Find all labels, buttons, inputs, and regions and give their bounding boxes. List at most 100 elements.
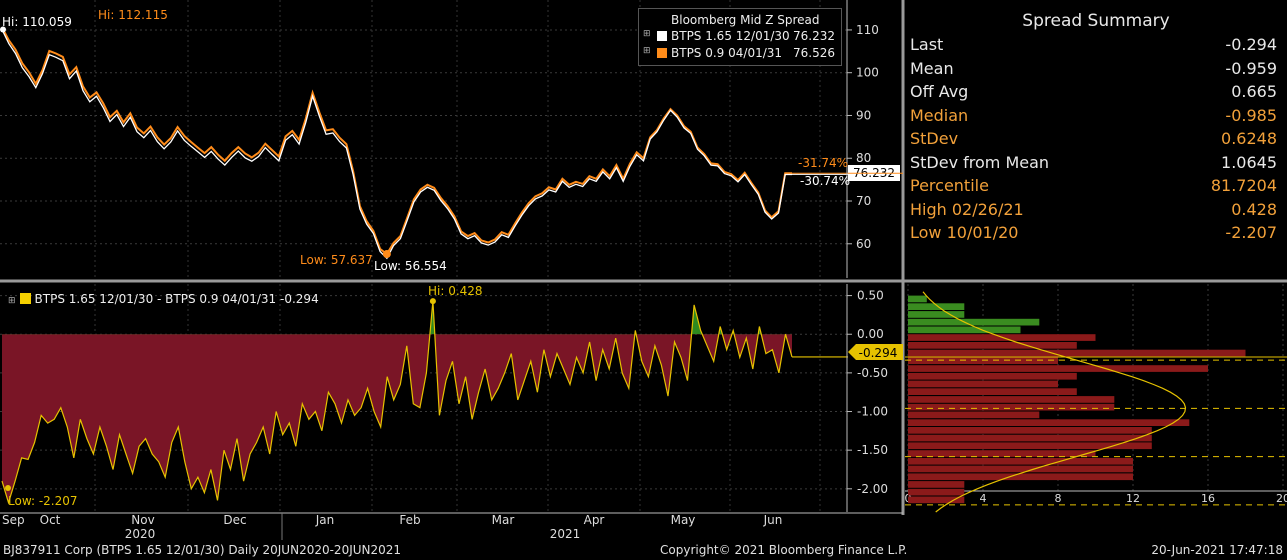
legend-swatch-yellow (19, 293, 31, 304)
hist-x-label: 4 (980, 492, 987, 505)
legend-item-white[interactable]: ⊞ BTPS 1.65 12/01/30 76.232 (643, 29, 839, 44)
y-tick-label: 70 (856, 194, 871, 208)
annotations: Hi: 110.059 Hi: 112.115 Low: 57.637 Low: 56… (0, 8, 903, 508)
bottom-legend[interactable]: ⊞ BTPS 1.65 12/01/30 - BTPS 0.9 04/01/31 … (8, 292, 319, 306)
hist-bar (908, 365, 1208, 372)
summary-row-value: 1.0645 (1221, 152, 1277, 172)
histogram: 048121620 (905, 284, 1287, 513)
hist-x-label: 12 (1126, 492, 1140, 505)
hist-bar (908, 434, 1152, 442)
y-tick-label: 80 (856, 151, 871, 165)
last-tag-bottom-text: -0.294 (859, 346, 898, 360)
x-tick-label: Mar (492, 513, 515, 527)
pct-label-white: -30.74% (800, 174, 850, 188)
summary-row-label: Off Avg (910, 82, 969, 101)
y-tick-label: 90 (856, 108, 871, 122)
summary-row-label: High 02/26/21 (910, 199, 1024, 219)
hist-bar (908, 488, 965, 496)
hist-bar (908, 427, 1152, 434)
summary-row-label: StDev from Mean (910, 152, 1050, 172)
low-marker (382, 250, 391, 259)
expand-icon[interactable]: ⊞ (643, 29, 651, 39)
hist-bar (908, 357, 1058, 365)
spread-lines (1, 26, 848, 260)
hist-bar (908, 380, 1058, 388)
legend-swatch-white (657, 31, 667, 41)
last-tag-bottom: -0.294 (848, 344, 903, 360)
x-year-label: 2020 (125, 527, 156, 541)
y-tick-label: -0.50 (857, 366, 888, 380)
hi-marker (0, 26, 6, 33)
summary-row-label: Low 10/01/20 (910, 223, 1019, 242)
legend-series-name: BTPS 1.65 12/01/30 - BTPS 0.9 04/01/31 (34, 292, 277, 306)
legend-series-name: BTPS 0.9 04/01/31 (671, 46, 783, 60)
hist-bar (908, 303, 965, 310)
x-tick-label: Jun (763, 513, 783, 527)
expand-icon[interactable]: ⊞ (643, 46, 651, 56)
summary-row-label: StDev (910, 129, 959, 148)
expand-icon[interactable]: ⊞ (8, 296, 16, 306)
summary-row: StDev 0.6248 (910, 129, 1277, 152)
hist-bar (908, 326, 1021, 334)
x-tick-label: Oct (40, 513, 61, 527)
x-tick-label: Jan (315, 513, 335, 527)
axes: 60 70 80 90 100 110 0.50 0.00 -0.50 -1.00 -1.50 -2.… (0, 0, 903, 541)
spread-fill-negative (2, 301, 792, 503)
y-tick-label: -1.00 (857, 405, 888, 419)
summary-row: Mean -0.959 (910, 59, 1277, 82)
hist-bar (908, 295, 927, 303)
hist-bar (908, 419, 1190, 426)
x-tick-label: Dec (223, 513, 246, 527)
summary-row-label: Median (910, 105, 969, 125)
x-year-label: 2021 (550, 527, 581, 541)
footer-timestamp: 20-Jun-2021 17:47:18 (1151, 543, 1283, 557)
y-tick-label: 110 (856, 23, 879, 37)
y-tick-label: 60 (856, 237, 871, 251)
low-marker-bottom (5, 485, 11, 491)
summary-row-value: -2.207 (1225, 223, 1277, 242)
summary-row-value: 0.6248 (1221, 129, 1277, 148)
hist-bar (908, 318, 1040, 326)
top-legend-title: Bloomberg Mid Z Spread (671, 13, 820, 27)
summary-row-label: Last (910, 35, 944, 54)
low-label-orange: Low: 57.637 (300, 253, 373, 267)
pct-label-orange: -31.74% (798, 156, 848, 170)
summary-row: Low 10/01/20 -2.207 (910, 223, 1277, 246)
x-tick-label: Feb (399, 513, 420, 527)
summary-row-label: Percentile (910, 176, 989, 195)
y-tick-label: 0.00 (857, 327, 884, 341)
hist-bar (908, 442, 1152, 450)
footer-copyright: Copyright© 2021 Bloomberg Finance L.P. (660, 543, 908, 557)
hi-label-bottom: Hi: 0.428 (428, 284, 483, 298)
x-tick-label: Sep (2, 513, 25, 527)
series-line-white (1, 29, 792, 260)
legend-series-value: 76.232 (793, 29, 835, 43)
hi-marker-bottom (429, 298, 436, 305)
legend-series-name: BTPS 1.65 12/01/30 (671, 29, 790, 43)
summary-row: Last -0.294 (910, 35, 1277, 58)
hist-x-label: 8 (1055, 492, 1062, 505)
footer-security: BJ837911 Corp (BTPS 1.65 12/01/30) Daily… (3, 543, 402, 557)
summary-row-value: -0.985 (1225, 105, 1277, 125)
hi-label-orange: Hi: 112.115 (98, 8, 168, 22)
summary-title: Spread Summary (1022, 11, 1170, 31)
y-tick-label: -1.50 (857, 443, 888, 457)
hist-bar (908, 396, 1115, 403)
legend-item-orange[interactable]: ⊞ BTPS 0.9 04/01/31 76.526 (643, 46, 839, 61)
legend-series-value: 76.526 (793, 46, 835, 60)
y-tick-label: 0.50 (857, 289, 884, 303)
spread-area (1, 300, 848, 505)
hist-x-label: 16 (1201, 492, 1215, 505)
summary-row-value: -0.294 (1225, 35, 1277, 54)
hist-bar (908, 496, 965, 504)
hist-bar (908, 403, 1115, 411)
summary-row: Off Avg 0.665 (910, 82, 1277, 105)
hist-bar (908, 457, 1133, 465)
hist-bar (908, 342, 1077, 349)
summary-row-label: Mean (910, 58, 954, 78)
hist-bar (908, 349, 1246, 357)
x-tick-label: May (671, 513, 696, 527)
top-legend: Bloomberg Mid Z Spread ⊞ BTPS 1.65 12/01… (638, 8, 842, 66)
y-tick-label: -2.00 (857, 482, 888, 496)
